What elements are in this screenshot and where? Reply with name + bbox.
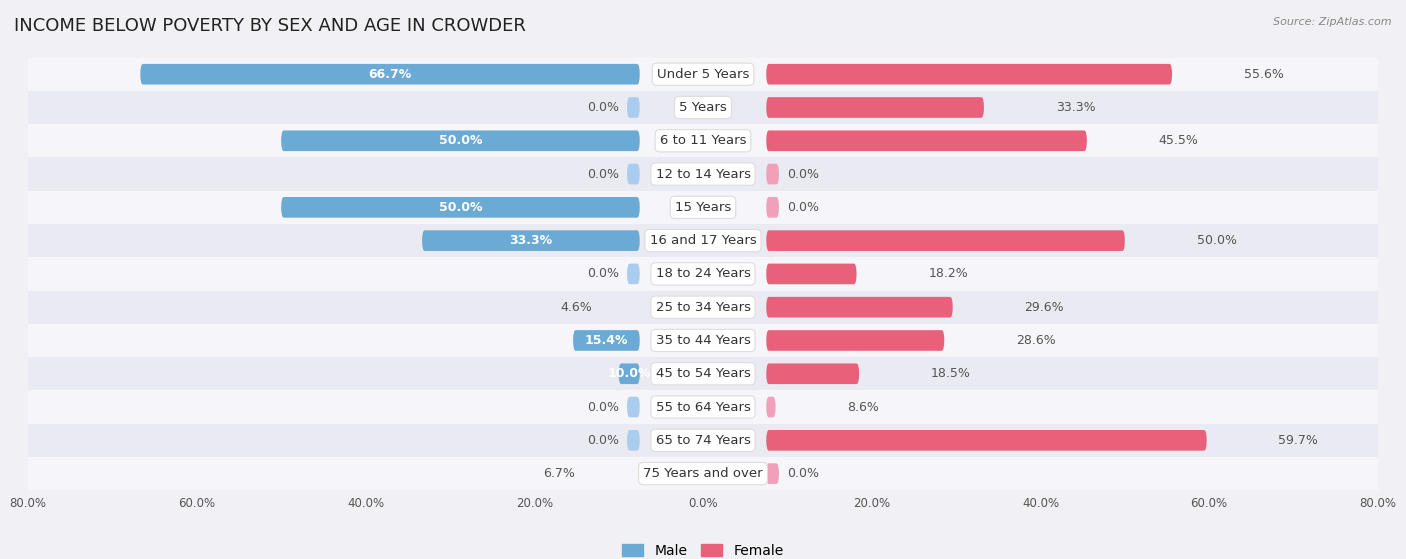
Bar	[28, 257, 1378, 291]
Text: 55 to 64 Years: 55 to 64 Years	[655, 401, 751, 414]
FancyBboxPatch shape	[766, 363, 859, 384]
FancyBboxPatch shape	[627, 430, 640, 451]
Text: INCOME BELOW POVERTY BY SEX AND AGE IN CROWDER: INCOME BELOW POVERTY BY SEX AND AGE IN C…	[14, 17, 526, 35]
Text: 18.5%: 18.5%	[931, 367, 970, 380]
Text: 50.0%: 50.0%	[439, 201, 482, 214]
Text: 5 Years: 5 Years	[679, 101, 727, 114]
Text: 29.6%: 29.6%	[1025, 301, 1064, 314]
Text: 6.7%: 6.7%	[543, 467, 575, 480]
Bar	[28, 324, 1378, 357]
Text: 0.0%: 0.0%	[586, 101, 619, 114]
Bar	[28, 91, 1378, 124]
Text: 0.0%: 0.0%	[586, 401, 619, 414]
Text: 50.0%: 50.0%	[1197, 234, 1236, 247]
Bar	[28, 357, 1378, 390]
Bar	[28, 424, 1378, 457]
FancyBboxPatch shape	[766, 397, 776, 418]
FancyBboxPatch shape	[422, 230, 640, 251]
Text: 15 Years: 15 Years	[675, 201, 731, 214]
FancyBboxPatch shape	[627, 264, 640, 284]
Text: 0.0%: 0.0%	[787, 467, 820, 480]
FancyBboxPatch shape	[627, 397, 640, 418]
Bar	[28, 457, 1378, 490]
FancyBboxPatch shape	[766, 64, 1173, 84]
FancyBboxPatch shape	[141, 64, 640, 84]
FancyBboxPatch shape	[766, 463, 779, 484]
Text: 33.3%: 33.3%	[1056, 101, 1095, 114]
Text: 65 to 74 Years: 65 to 74 Years	[655, 434, 751, 447]
Text: 0.0%: 0.0%	[586, 434, 619, 447]
Text: 25 to 34 Years: 25 to 34 Years	[655, 301, 751, 314]
FancyBboxPatch shape	[574, 330, 640, 351]
Text: 59.7%: 59.7%	[1278, 434, 1319, 447]
Text: 66.7%: 66.7%	[368, 68, 412, 80]
Text: 8.6%: 8.6%	[848, 401, 879, 414]
Text: 18 to 24 Years: 18 to 24 Years	[655, 267, 751, 281]
FancyBboxPatch shape	[627, 164, 640, 184]
Text: 0.0%: 0.0%	[787, 201, 820, 214]
Text: 28.6%: 28.6%	[1017, 334, 1056, 347]
Bar	[28, 390, 1378, 424]
Text: 75 Years and over: 75 Years and over	[643, 467, 763, 480]
FancyBboxPatch shape	[766, 297, 953, 318]
Bar	[28, 224, 1378, 257]
Bar	[28, 124, 1378, 158]
Text: Source: ZipAtlas.com: Source: ZipAtlas.com	[1274, 17, 1392, 27]
Text: 33.3%: 33.3%	[509, 234, 553, 247]
Text: 0.0%: 0.0%	[787, 168, 820, 181]
Legend: Male, Female: Male, Female	[617, 538, 789, 559]
Text: 4.6%: 4.6%	[561, 301, 592, 314]
Text: 15.4%: 15.4%	[585, 334, 628, 347]
FancyBboxPatch shape	[627, 97, 640, 118]
Text: 0.0%: 0.0%	[586, 267, 619, 281]
FancyBboxPatch shape	[766, 430, 1206, 451]
FancyBboxPatch shape	[281, 197, 640, 217]
FancyBboxPatch shape	[766, 230, 1125, 251]
Text: 50.0%: 50.0%	[439, 134, 482, 147]
FancyBboxPatch shape	[281, 130, 640, 151]
Bar	[28, 158, 1378, 191]
FancyBboxPatch shape	[766, 197, 779, 217]
Text: 35 to 44 Years: 35 to 44 Years	[655, 334, 751, 347]
Text: 12 to 14 Years: 12 to 14 Years	[655, 168, 751, 181]
Text: 10.0%: 10.0%	[607, 367, 651, 380]
Text: 6 to 11 Years: 6 to 11 Years	[659, 134, 747, 147]
FancyBboxPatch shape	[766, 164, 779, 184]
Text: 45 to 54 Years: 45 to 54 Years	[655, 367, 751, 380]
FancyBboxPatch shape	[766, 264, 856, 284]
Text: 18.2%: 18.2%	[928, 267, 967, 281]
FancyBboxPatch shape	[766, 97, 984, 118]
Bar	[28, 58, 1378, 91]
Text: 16 and 17 Years: 16 and 17 Years	[650, 234, 756, 247]
Text: 55.6%: 55.6%	[1244, 68, 1284, 80]
FancyBboxPatch shape	[766, 130, 1087, 151]
FancyBboxPatch shape	[766, 330, 945, 351]
Bar	[28, 191, 1378, 224]
Text: 0.0%: 0.0%	[586, 168, 619, 181]
FancyBboxPatch shape	[619, 363, 640, 384]
Text: 45.5%: 45.5%	[1159, 134, 1198, 147]
Bar	[28, 291, 1378, 324]
Text: Under 5 Years: Under 5 Years	[657, 68, 749, 80]
